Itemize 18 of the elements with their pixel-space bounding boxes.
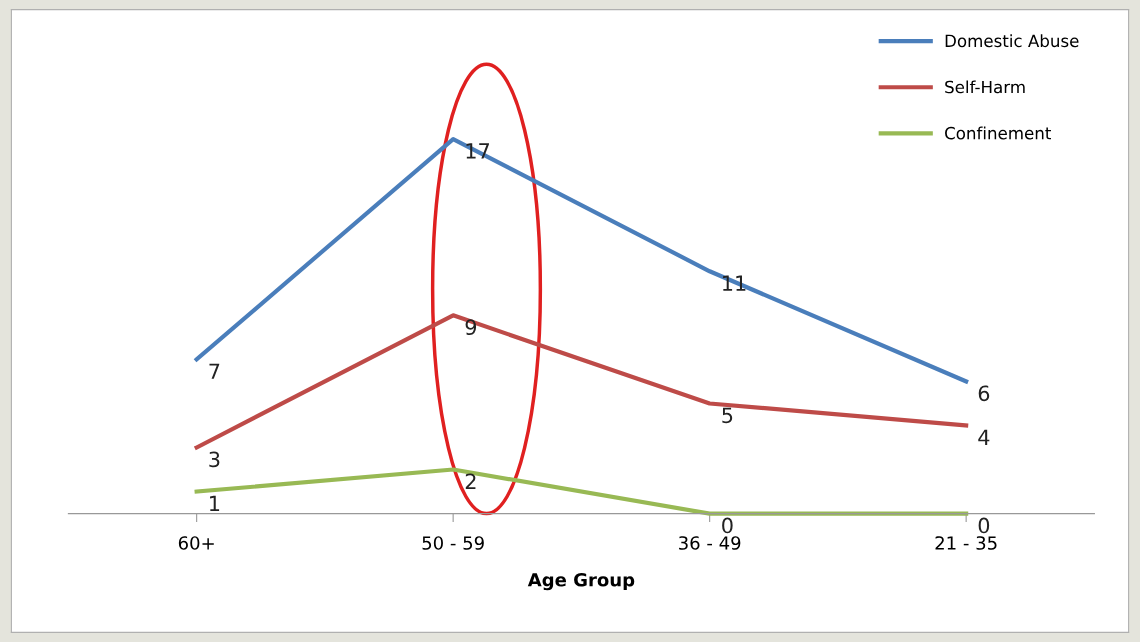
- x-axis-title: Age Group: [527, 572, 635, 591]
- legend-label: Self-Harm: [945, 80, 1025, 94]
- data-label: 7: [209, 363, 220, 379]
- data-label: 5: [722, 407, 733, 424]
- x-tick-label: 60+: [178, 536, 214, 550]
- legend-label: Domestic Abuse: [945, 34, 1079, 48]
- data-label: 0: [978, 517, 990, 534]
- data-label: 3: [209, 451, 220, 468]
- legend-label: Confinement: [945, 126, 1051, 140]
- x-tick-label: 36 - 49: [679, 536, 741, 550]
- data-label: 6: [978, 385, 990, 402]
- data-label: 1: [210, 495, 220, 512]
- data-label: 2: [465, 473, 476, 489]
- x-tick-label: 21 - 35: [935, 536, 997, 550]
- data-label: 9: [465, 319, 477, 336]
- x-tick-label: 50 - 59: [422, 536, 484, 550]
- data-label: 4: [978, 429, 990, 445]
- data-label: 0: [722, 517, 733, 534]
